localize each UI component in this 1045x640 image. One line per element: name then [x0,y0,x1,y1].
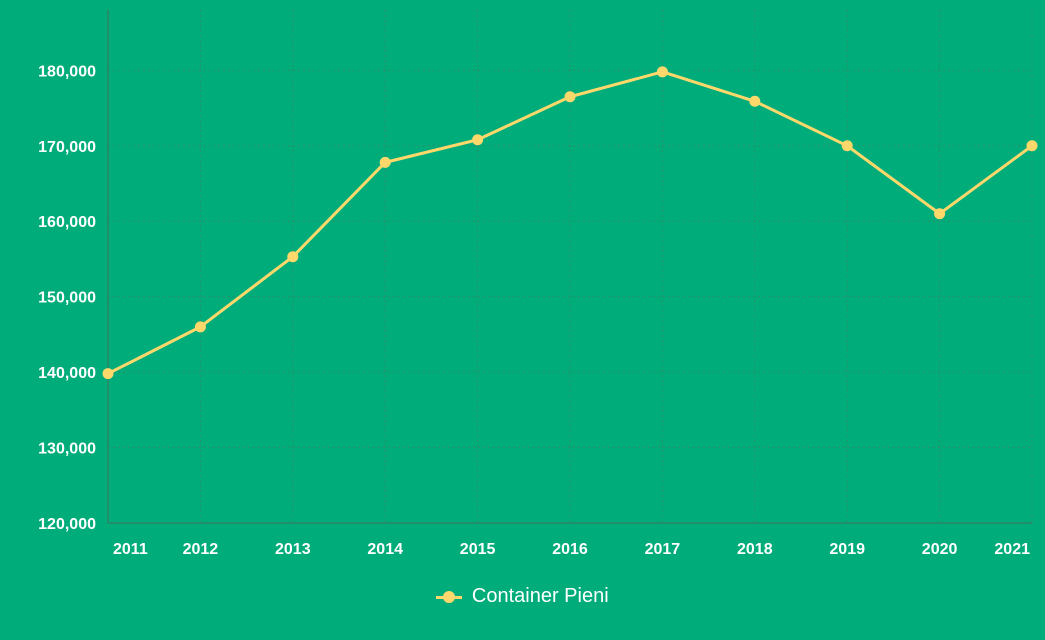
series-line [107,70,1033,375]
y-tick-label: 150,000 [38,290,96,307]
y-axis-ticks: 120,000 130,000 140,000 150,000 160,000 170,0… [38,63,96,533]
x-axis-ticks: 2011 2012 2013 2014 2015 2016 2017 2018 2019 2020… [113,541,1030,558]
x-tick-label: 2020 [922,541,958,558]
x-tick-label: 2013 [275,541,311,558]
data-point[interactable] [841,140,853,152]
data-point[interactable] [749,95,761,107]
x-tick-label: 2018 [737,541,773,558]
x-tick-label: 2016 [552,541,588,558]
data-point[interactable] [287,251,299,263]
legend-label: Container Pieni [471,585,609,607]
series [102,66,1038,380]
data-point[interactable] [102,368,114,380]
legend-marker [436,590,463,604]
y-tick-label: 180,000 [38,63,96,80]
data-point[interactable] [564,91,576,103]
y-tick-label: 170,000 [38,139,96,156]
x-tick-label: 2015 [460,541,496,558]
data-point[interactable] [1026,140,1038,152]
data-point[interactable] [472,134,484,146]
grid [108,10,1033,523]
x-tick-label: 2011 [113,541,148,558]
y-tick-label: 160,000 [38,214,96,231]
data-point[interactable] [934,208,946,220]
data-point[interactable] [194,321,206,333]
x-tick-label: 2017 [645,541,681,558]
x-tick-label: 2021 [994,541,1030,558]
y-tick-label: 120,000 [38,516,96,533]
axes [107,10,1032,524]
y-tick-label: 140,000 [38,365,96,382]
legend[interactable]: Container Pieni [0,585,1045,608]
data-point[interactable] [656,66,668,78]
y-tick-label: 130,000 [38,441,96,458]
x-tick-label: 2012 [183,541,219,558]
x-tick-label: 2019 [829,541,865,558]
data-point[interactable] [379,156,391,168]
x-tick-label: 2014 [367,541,403,558]
